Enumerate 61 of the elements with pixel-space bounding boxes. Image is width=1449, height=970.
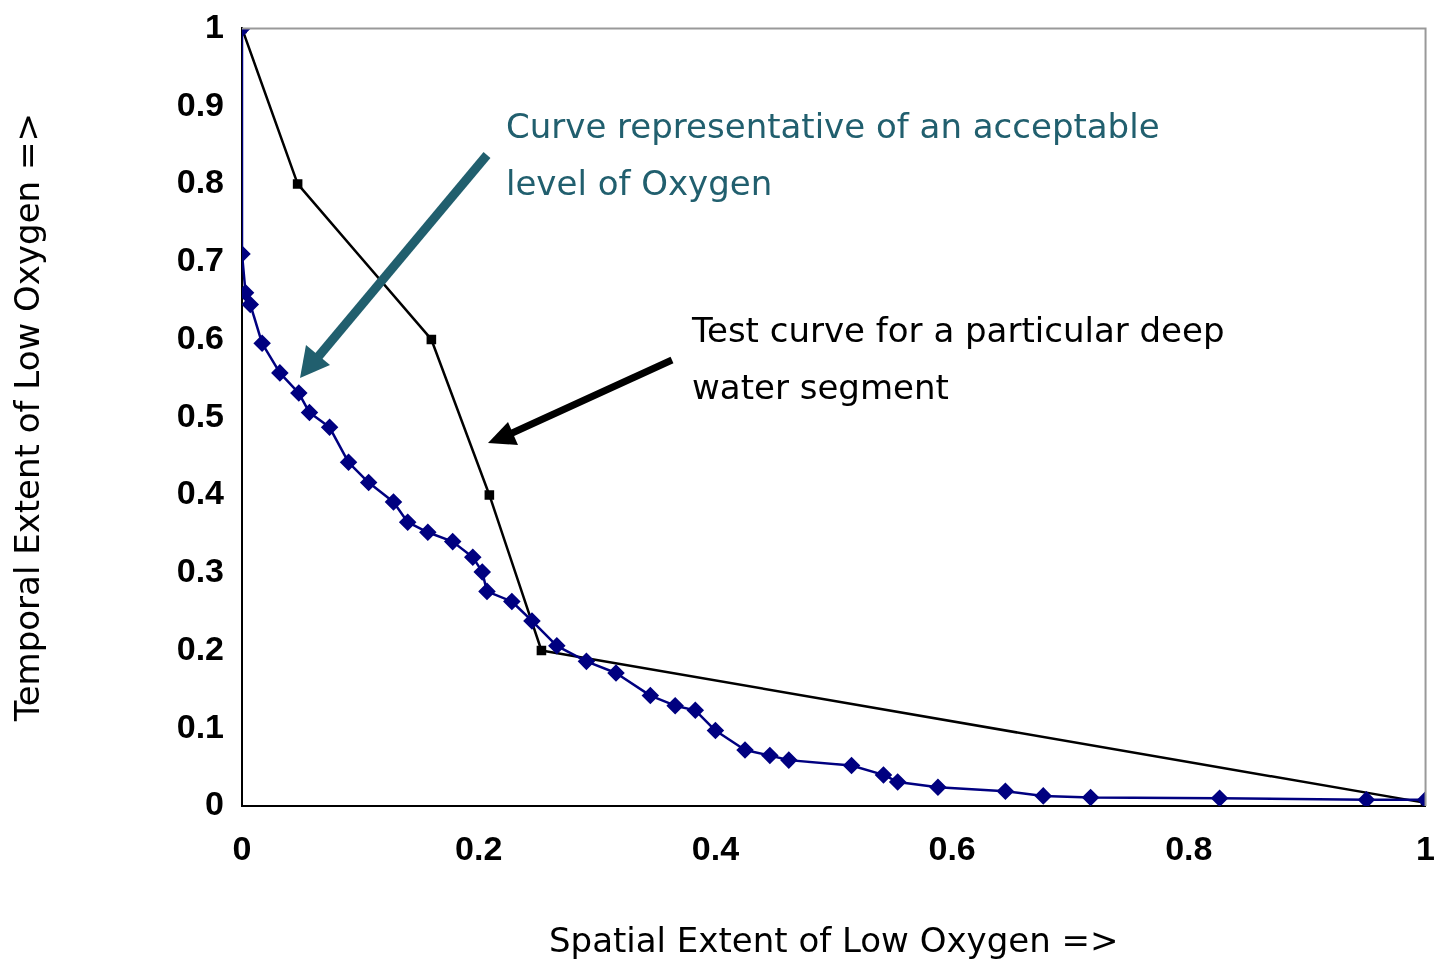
point	[523, 612, 541, 630]
y-tick-label: 0.8	[176, 162, 224, 201]
y-tick-label: 0.6	[176, 317, 224, 356]
point	[642, 687, 659, 704]
x-tick-label: 0.2	[455, 828, 503, 867]
y-tick-label: 0.9	[176, 84, 224, 123]
point	[736, 741, 754, 759]
y-tick-label: 0.1	[176, 706, 224, 745]
point	[1082, 789, 1099, 806]
x-tick-label: 0	[232, 828, 252, 867]
point	[780, 751, 798, 769]
point	[399, 513, 416, 531]
point	[1211, 789, 1228, 806]
point	[271, 364, 289, 382]
point	[340, 454, 357, 471]
point	[292, 179, 303, 189]
point	[607, 664, 625, 682]
point	[929, 779, 947, 796]
point	[997, 782, 1014, 800]
point	[687, 702, 704, 719]
y-tick-label: 0.4	[176, 473, 225, 512]
point	[419, 524, 437, 541]
point	[253, 335, 271, 352]
point	[301, 404, 318, 421]
point	[1035, 787, 1052, 805]
point	[242, 296, 259, 313]
y-tick-label: 1	[205, 6, 224, 45]
point	[707, 722, 724, 739]
point	[474, 563, 491, 581]
x-axis-title: Spatial Extent of Low Oxygen =>	[548, 920, 1119, 961]
x-tick-label: 0.4	[691, 828, 740, 867]
point	[484, 490, 495, 500]
point	[464, 548, 482, 566]
point	[889, 773, 906, 791]
y-tick-label: 0.5	[176, 395, 224, 434]
point	[360, 474, 377, 491]
y-tick-label: 0.7	[176, 240, 224, 279]
point	[548, 637, 566, 655]
y-axis-title: Temporal Extent of Low Oxygen =>	[7, 113, 48, 723]
x-tick-label: 0.8	[1165, 828, 1213, 867]
point	[385, 493, 402, 511]
point	[478, 583, 496, 600]
x-tick-label: 0.6	[928, 828, 976, 867]
point	[578, 653, 595, 670]
annotation: Test curve for a particular deep water segment	[692, 309, 1226, 409]
point	[444, 533, 461, 550]
point	[843, 757, 860, 774]
y-tick-label: 0.3	[176, 551, 224, 590]
point	[1358, 791, 1375, 806]
y-tick-label: 0	[205, 784, 224, 823]
point	[875, 766, 892, 784]
point	[761, 747, 779, 764]
point	[536, 645, 547, 656]
y-tick-label: 0.2	[176, 628, 224, 667]
point	[290, 384, 308, 402]
x-tick-label: 1	[1416, 828, 1436, 867]
point	[503, 593, 521, 610]
annotation: Curve representative of an acceptable level of Oxygen	[506, 105, 1161, 205]
point	[666, 697, 684, 714]
point	[426, 334, 437, 345]
point	[321, 419, 338, 436]
